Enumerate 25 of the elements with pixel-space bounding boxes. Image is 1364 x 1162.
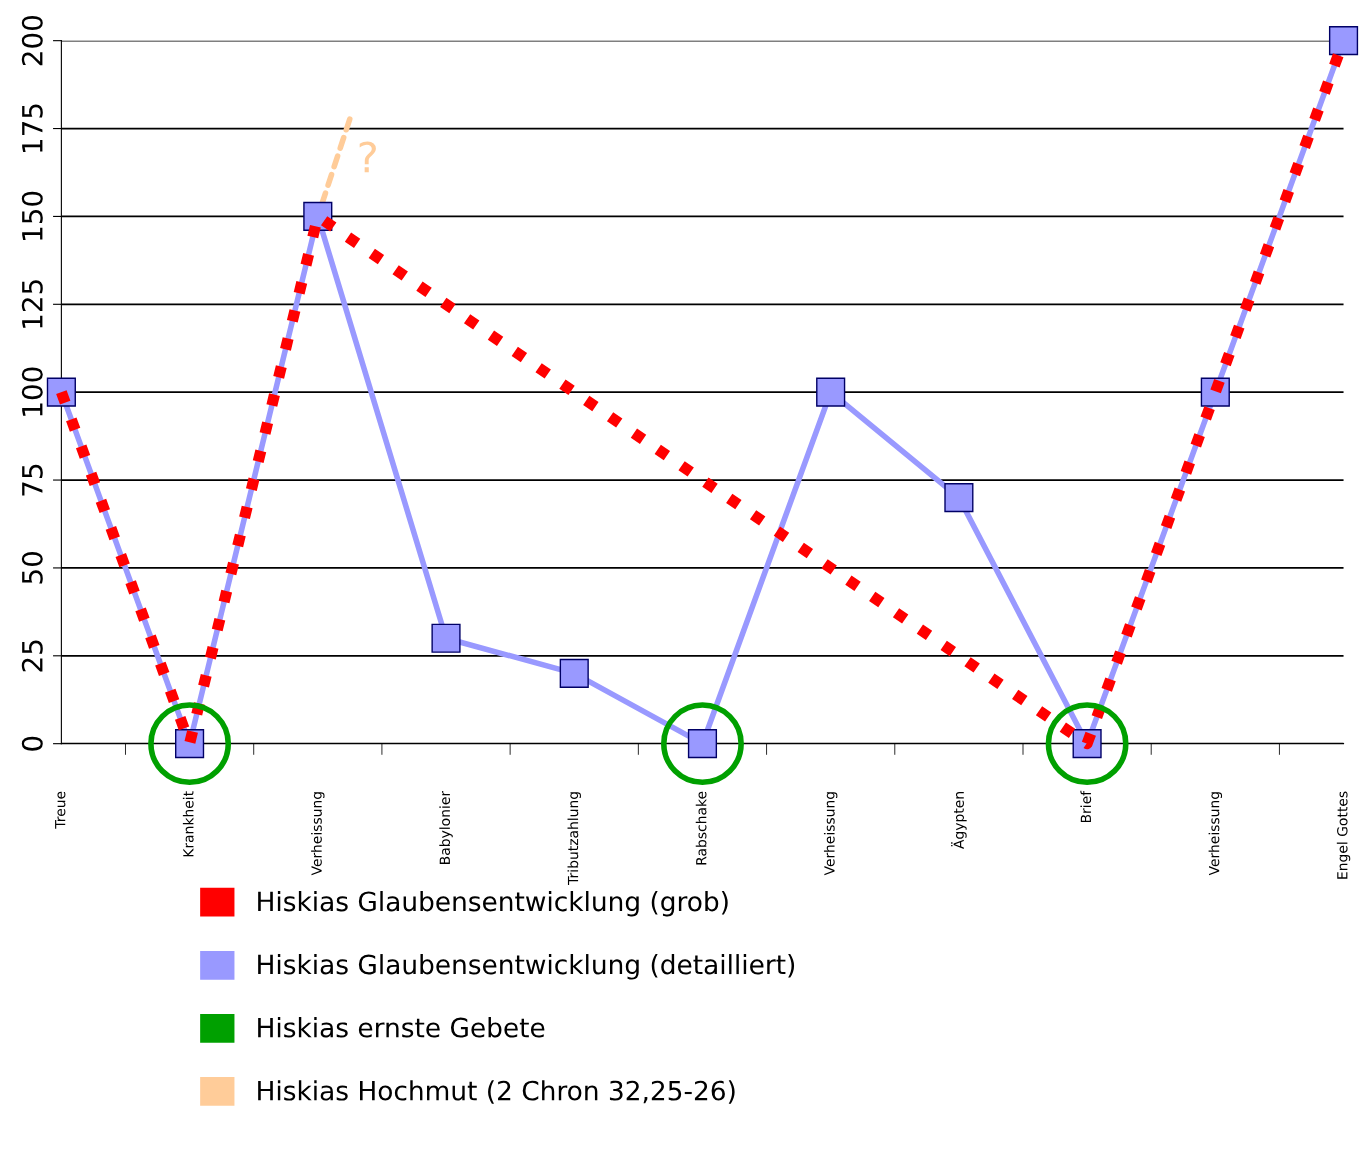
x-tick-label: Engel Gottes: [1336, 791, 1351, 879]
x-tick-label: Babylonier: [439, 790, 453, 864]
legend-label: Hiskias Glaubensentwicklung (detailliert): [258, 954, 795, 980]
y-tick-label: 150: [21, 191, 43, 240]
y-tick-label: 175: [22, 104, 43, 153]
legend-label: Hiskias Glaubensentwicklung (grob): [258, 890, 728, 917]
y-tick-label: 25: [21, 640, 43, 672]
y-tick-label: 100: [21, 367, 43, 416]
y-tick-label: 0: [21, 736, 43, 751]
x-tick-label: Rabschake: [695, 791, 707, 865]
y-tick-label: 125: [21, 280, 43, 328]
y-tick-label: 200: [21, 16, 43, 66]
x-tick-label: Brief: [1080, 790, 1092, 823]
x-tick-label: Treue: [55, 791, 66, 829]
x-tick-label: Ägypten: [951, 792, 967, 849]
x-tick-label: Verheissung: [311, 792, 325, 876]
legend-label: Hiskias ernste Gebete: [258, 1017, 545, 1038]
legend-label: Hiskias Hochmut (2 Chron 32,25-26): [258, 1080, 735, 1104]
annotation: ?: [359, 141, 376, 173]
y-tick-label: 75: [22, 464, 43, 496]
y-tick-label: 50: [21, 552, 43, 584]
x-tick-label: Verheissung: [1208, 792, 1223, 876]
x-tick-label: Krankheit: [182, 791, 194, 857]
x-tick-label: Verheissung: [823, 792, 838, 876]
x-tick-label: Tributzahlung: [567, 792, 581, 885]
